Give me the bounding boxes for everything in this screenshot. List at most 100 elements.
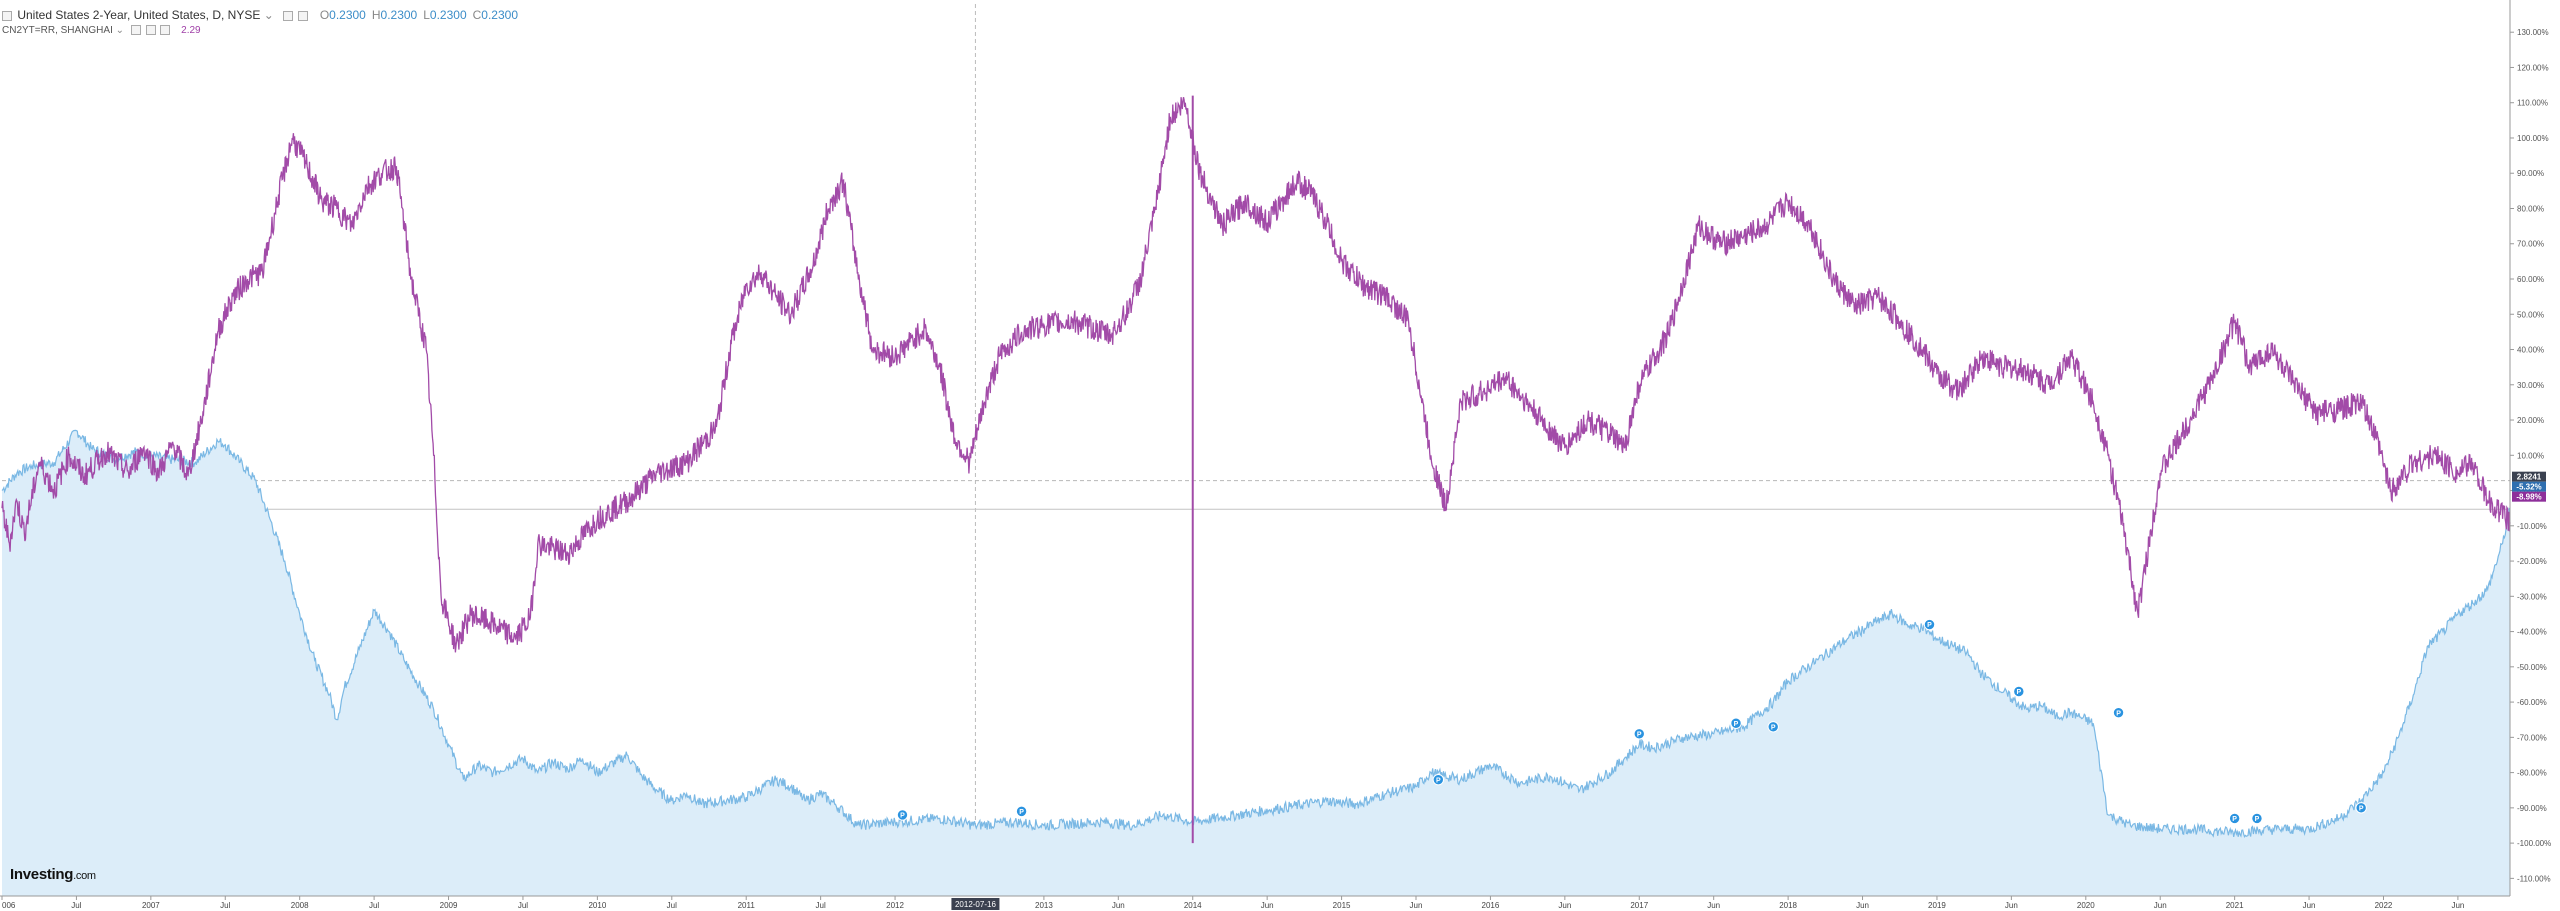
event-marker-label: P [2016, 689, 2021, 696]
x-tick-label: 2019 [1928, 901, 1946, 910]
y-tick-label: 90.00% [2517, 169, 2544, 178]
event-marker-icon[interactable]: P [1633, 728, 1645, 740]
x-tick-label: Jun [1707, 901, 1720, 910]
event-marker-icon[interactable]: P [1015, 805, 1028, 818]
x-tick-label: Jun [1410, 901, 1423, 910]
compare-remove-icon[interactable] [160, 25, 171, 36]
event-marker-icon[interactable]: P [1767, 721, 1779, 733]
settings-square-icon[interactable] [283, 10, 294, 21]
event-marker-circle [1730, 717, 1742, 729]
price-label-text: -5.32% [2516, 483, 2541, 492]
price-label-text: -8.98% [2516, 493, 2541, 502]
x-tick-label: 2018 [1779, 901, 1797, 910]
event-marker-icon[interactable]: P [896, 809, 909, 821]
x-tick-label: Jun [1261, 901, 1274, 910]
logo-text: Investing [10, 866, 74, 883]
y-tick-label: -80.00% [2517, 769, 2547, 778]
event-marker-circle [2013, 685, 2025, 698]
y-tick-label: -70.00% [2517, 733, 2547, 742]
event-marker-circle [2112, 706, 2125, 719]
ohlc-key-c: C [472, 8, 482, 22]
hide-square-icon[interactable] [298, 10, 309, 21]
event-marker-icon[interactable]: P [2228, 812, 2241, 825]
y-tick-label: 130.00% [2517, 28, 2549, 37]
event-marker-circle [2251, 812, 2263, 825]
y-tick-label: -60.00% [2517, 698, 2547, 707]
ohlc-value-o: 0.2300 [329, 8, 366, 22]
crosshair-date-label: 2012-07-16 [955, 900, 996, 909]
x-tick-label: 2021 [2226, 901, 2244, 910]
collapse-legend-icon[interactable] [2, 10, 12, 21]
ohlc-value-h: 0.2300 [380, 8, 418, 22]
y-tick-label: 40.00% [2517, 346, 2544, 355]
x-tick-label: Jun [2154, 901, 2167, 910]
x-tick-label: 2022 [2375, 901, 2393, 910]
event-marker-label: P [2116, 710, 2121, 717]
symbol-dropdown-icon[interactable]: ⌄ [263, 8, 274, 22]
ohlc-value-l: 0.2300 [429, 8, 467, 22]
ohlc-values: O0.2300 H0.2300 L0.2300 C0.2300 [314, 8, 518, 22]
y-tick-label: -110.00% [2517, 874, 2551, 883]
cn-2y-series-line [1, 97, 2511, 653]
price-label-badge [2512, 471, 2546, 482]
event-marker-icon[interactable]: P [2355, 802, 2367, 814]
ohlc-key-l: L [423, 8, 430, 22]
event-marker-circle [1633, 728, 1645, 740]
x-tick-label: 2015 [1333, 901, 1351, 910]
compare-hide-icon[interactable] [145, 25, 156, 36]
x-tick-label: Jul [369, 901, 379, 910]
event-marker-icon[interactable]: P [2112, 706, 2125, 719]
y-tick-label: 80.00% [2517, 204, 2544, 213]
y-tick-label: -20.00% [2517, 557, 2547, 566]
investing-logo: Investing.com [10, 866, 96, 883]
event-marker-label: P [1927, 622, 1932, 629]
event-marker-label: P [2255, 816, 2260, 823]
event-marker-icon[interactable]: P [2013, 685, 2025, 698]
x-tick-label: Jul [518, 901, 528, 910]
event-marker-icon[interactable]: P [2251, 812, 2263, 825]
x-tick-label: 2016 [1482, 901, 1500, 910]
event-marker-circle [1767, 721, 1779, 733]
event-marker-label: P [2359, 805, 2364, 812]
event-marker-icon[interactable]: P [1432, 773, 1445, 786]
compare-dropdown-icon[interactable]: ⌄ [115, 25, 125, 36]
event-marker-icon[interactable]: P [1923, 618, 1936, 631]
ohlc-key-h: H [371, 8, 381, 22]
x-tick-label: Jul [667, 901, 677, 910]
y-tick-label: 30.00% [2517, 381, 2544, 390]
event-marker-label: P [2232, 816, 2237, 823]
crosshair-date-badge [951, 898, 1000, 910]
event-marker-icon[interactable]: P [1730, 717, 1742, 729]
us-2y-area-fill [2, 430, 2510, 896]
x-tick-label: 2011 [738, 901, 756, 910]
event-marker-circle [2355, 802, 2367, 814]
x-tick-label: Jun [2303, 901, 2316, 910]
x-tick-label: 2013 [1035, 901, 1053, 910]
x-tick-label: 2008 [291, 901, 309, 910]
event-marker-label: P [900, 813, 905, 820]
y-tick-label: -100.00% [2517, 839, 2551, 848]
x-tick-label: Jun [2005, 901, 2018, 910]
event-marker-circle [2228, 812, 2241, 825]
logo-suffix: .com [73, 870, 96, 882]
x-tick-label: 2014 [1184, 901, 1202, 910]
y-tick-label: -50.00% [2517, 663, 2547, 672]
y-tick-label: -40.00% [2517, 628, 2547, 637]
y-tick-label: -30.00% [2517, 592, 2547, 601]
y-tick-label: 70.00% [2517, 240, 2544, 249]
y-tick-label: 20.00% [2517, 416, 2544, 425]
symbol-title[interactable]: United States 2-Year, United States, D, … [17, 8, 261, 22]
compare-settings-icon[interactable] [130, 25, 141, 36]
event-marker-circle [1015, 805, 1028, 818]
compare-value: 2.29 [181, 25, 201, 36]
event-marker-label: P [1436, 777, 1441, 784]
compare-symbol[interactable]: CN2YT=RR, SHANGHAI [2, 25, 113, 36]
x-tick-label: Jun [1112, 901, 1125, 910]
x-tick-label: 2007 [142, 901, 160, 910]
chart-legend-main: United States 2-Year, United States, D, … [2, 8, 518, 22]
x-tick-label: 2012 [886, 901, 904, 910]
x-tick-label: 2010 [588, 901, 606, 910]
us-2y-series-line [1, 429, 2511, 839]
y-tick-label: 10.00% [2517, 451, 2544, 460]
